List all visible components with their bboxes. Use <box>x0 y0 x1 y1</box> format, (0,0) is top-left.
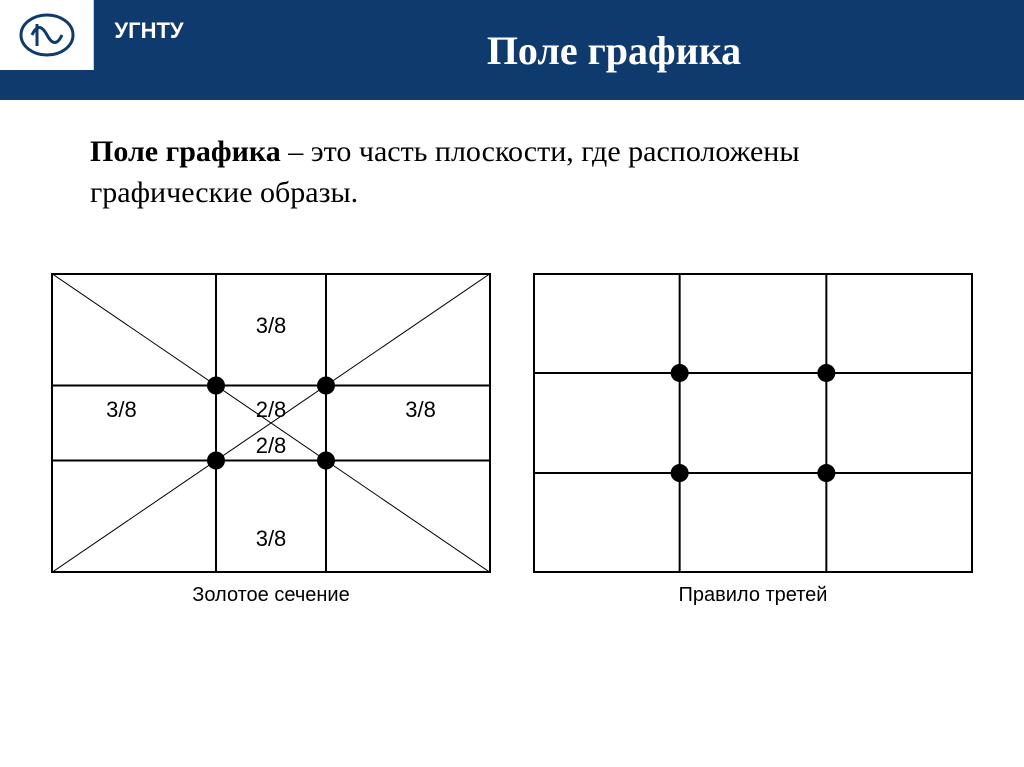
svg-text:2/8: 2/8 <box>256 433 287 458</box>
slide-title: Поле графика <box>487 27 741 74</box>
rule-of-thirds-svg <box>533 273 973 573</box>
svg-text:3/8: 3/8 <box>256 526 287 551</box>
logo-column <box>0 0 94 100</box>
university-abbr: УГНТУ <box>94 0 204 100</box>
golden-section-block: 3/8 3/8 2/8 3/8 2/8 3/8 Золотое сечение <box>51 273 491 607</box>
svg-text:3/8: 3/8 <box>256 313 287 338</box>
logo-icon <box>17 10 77 60</box>
university-logo <box>0 0 94 70</box>
golden-section-caption: Золотое сечение <box>51 584 491 607</box>
rule-of-thirds-block: Правило третей <box>533 273 973 607</box>
rule-of-thirds-caption: Правило третей <box>533 584 973 607</box>
golden-section-svg: 3/8 3/8 2/8 3/8 2/8 3/8 <box>51 273 491 573</box>
logo-underbar <box>0 70 94 100</box>
svg-text:3/8: 3/8 <box>405 397 436 422</box>
svg-text:3/8: 3/8 <box>106 397 137 422</box>
definition-term: Поле графика <box>90 135 281 168</box>
university-abbr-text: УГНТУ <box>114 18 183 44</box>
definition-text: Поле графика – это часть плоскости, где … <box>0 100 1024 233</box>
svg-text:2/8: 2/8 <box>256 397 287 422</box>
slide-header: УГНТУ Поле графика <box>0 0 1024 100</box>
slide-title-box: Поле графика <box>204 0 1024 100</box>
diagrams-row: 3/8 3/8 2/8 3/8 2/8 3/8 Золотое сечение Прави… <box>0 233 1024 607</box>
